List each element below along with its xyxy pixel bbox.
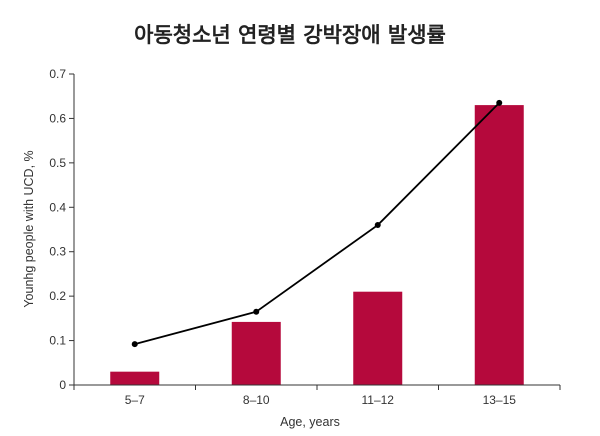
- bar: [231, 321, 281, 385]
- bar-series: [110, 105, 524, 385]
- x-axis-label: Age, years: [280, 415, 340, 429]
- y-tick-label: 0: [59, 378, 66, 392]
- x-tick-label: 8–10: [243, 393, 270, 407]
- line-point: [374, 222, 381, 229]
- y-tick-label: 0.5: [49, 156, 66, 170]
- y-tick-label: 0.2: [49, 289, 66, 303]
- y-tick-label: 0.6: [49, 111, 66, 125]
- y-tick-label: 0.3: [49, 245, 66, 259]
- y-axis-label: Younhg people with UCD, %: [22, 150, 36, 307]
- x-tick-label: 5–7: [125, 393, 145, 407]
- line-point: [253, 308, 260, 315]
- y-tick-label: 0.4: [49, 200, 66, 214]
- line-series: [131, 99, 503, 348]
- y-tick-label: 0.1: [49, 334, 66, 348]
- bar: [110, 371, 160, 385]
- line-point: [131, 341, 138, 348]
- x-tick-label: 11–12: [362, 393, 395, 407]
- x-axis-ticks: 5–7 8–10 11–12 13–15: [73, 385, 561, 407]
- series-line: [134, 102, 500, 345]
- y-axis-ticks: 0 0.1 0.2 0.3 0.4 0.5 0.6 0.7: [49, 67, 74, 392]
- y-tick-label: 0.7: [49, 67, 66, 81]
- line-point: [496, 99, 503, 106]
- x-tick-label: 13–15: [483, 393, 517, 407]
- bar: [353, 291, 403, 385]
- chart-title: 아동청소년 연령별 강박장애 발생률: [134, 23, 446, 47]
- bar: [474, 105, 524, 385]
